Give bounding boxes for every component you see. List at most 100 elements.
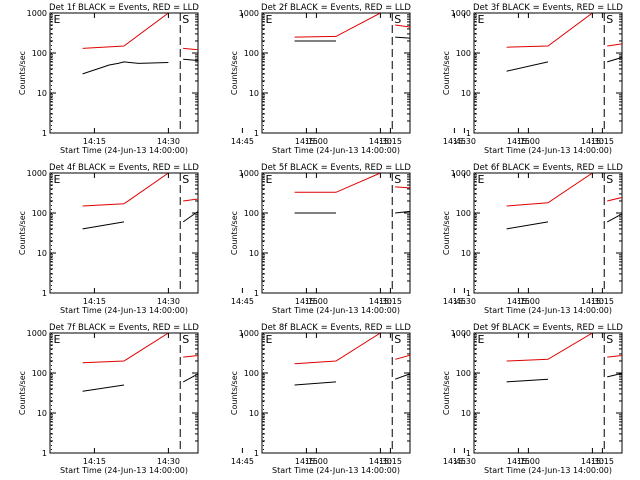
x-axis-label: Start Time (24-Jun-13 14:00:00) [272,466,400,475]
marker-label-e: E [265,13,272,26]
x-axis-label: Start Time (24-Jun-13 14:00:00) [60,466,188,475]
x-tick-label: 14:15 [295,137,318,146]
marker-label-e: E [53,333,60,346]
lld-series-segment [183,198,198,202]
x-tick-label: 14:30 [369,297,392,306]
y-tick-label: 1 [42,449,47,458]
x-axis-label: Start Time (24-Jun-13 14:00:00) [60,146,188,155]
y-tick-label: 100 [32,369,47,378]
chart-title: Det 7f BLACK = Events, RED = LLD [49,323,199,333]
y-tick-label: 1 [466,449,471,458]
lld-series-segment [294,173,381,193]
y-axis-label: Counts/sec [230,371,239,415]
y-tick-label: 100 [244,209,259,218]
y-axis-label: Counts/sec [442,371,451,415]
x-tick-label: 14:45 [443,457,466,466]
x-axis-label: Start Time (24-Jun-13 14:00:00) [484,466,612,475]
x-tick-label: 15:15 [379,137,402,146]
x-tick-label: 15:15 [379,457,402,466]
chart-title: Det 2f BLACK = Events, RED = LLD [261,3,411,13]
chart-title: Det 6f BLACK = Events, RED = LLD [473,163,623,173]
events-series-segment [607,56,622,63]
y-axis-label: Counts/sec [230,211,239,255]
lld-series-segment [183,354,198,358]
events-series-segment [506,61,549,72]
y-tick-label: 1 [466,289,471,298]
marker-label-s: S [606,13,613,26]
y-tick-label: 1000 [451,169,471,178]
x-tick-label: 15:00 [517,137,540,146]
y-tick-label: 10 [37,409,47,418]
events-series-segment [506,221,549,230]
events-series-segment [395,36,410,39]
plot-frame [473,172,623,294]
y-tick-label: 1000 [239,169,259,178]
x-tick-label: 15:30 [453,457,476,466]
y-axis-label: Counts/sec [442,51,451,95]
y-tick-label: 10 [249,409,259,418]
x-tick-label: 14:45 [231,297,254,306]
events-series-segment [82,61,169,75]
y-tick-label: 1 [254,449,259,458]
chart-title: Det 3f BLACK = Events, RED = LLD [473,3,623,13]
x-tick-label: 14:30 [581,457,604,466]
marker-label-s: S [606,173,613,186]
events-series-segment [183,58,198,62]
plot-frame [261,172,411,294]
x-tick-label: 14:30 [157,457,180,466]
marker-label-s: S [182,13,189,26]
y-tick-label: 10 [37,89,47,98]
y-tick-label: 1 [42,289,47,298]
x-tick-label: 15:00 [305,457,328,466]
events-series-segment [395,373,410,380]
events-series-segment [294,381,337,386]
y-tick-label: 10 [461,409,471,418]
marker-label-e: E [477,173,484,186]
marker-label-e: E [265,333,272,346]
y-tick-label: 1 [42,129,47,138]
y-tick-label: 100 [244,49,259,58]
lld-series-segment [395,354,410,360]
x-tick-label: 14:15 [83,137,106,146]
lld-series-segment [82,13,169,49]
x-tick-label: 15:15 [591,137,614,146]
y-tick-label: 1000 [239,9,259,18]
marker-label-e: E [53,13,60,26]
lld-series-segment [82,333,169,364]
x-tick-label: 14:45 [443,297,466,306]
events-series-segment [506,378,549,383]
x-tick-label: 15:15 [379,297,402,306]
events-series-segment [82,384,125,392]
lld-series-segment [294,13,381,38]
x-tick-label: 15:00 [517,457,540,466]
x-tick-label: 15:15 [591,297,614,306]
y-axis-label: Counts/sec [18,211,27,255]
y-tick-label: 10 [461,89,471,98]
events-series-segment [82,221,125,230]
x-tick-label: 14:15 [507,137,530,146]
plot-frame [473,12,623,134]
marker-label-e: E [477,13,484,26]
plot-frame [261,12,411,134]
y-tick-label: 1 [466,129,471,138]
x-tick-label: 15:30 [453,137,476,146]
x-tick-label: 14:30 [157,297,180,306]
y-tick-label: 1000 [27,329,47,338]
marker-label-s: S [606,333,613,346]
y-tick-label: 1000 [451,9,471,18]
x-tick-label: 14:45 [443,137,466,146]
y-axis-label: Counts/sec [442,211,451,255]
lld-series-segment [395,24,410,28]
events-series-segment [395,210,410,214]
x-tick-label: 14:30 [369,137,392,146]
y-tick-label: 100 [32,49,47,58]
y-tick-label: 10 [461,249,471,258]
x-tick-label: 15:30 [453,297,476,306]
